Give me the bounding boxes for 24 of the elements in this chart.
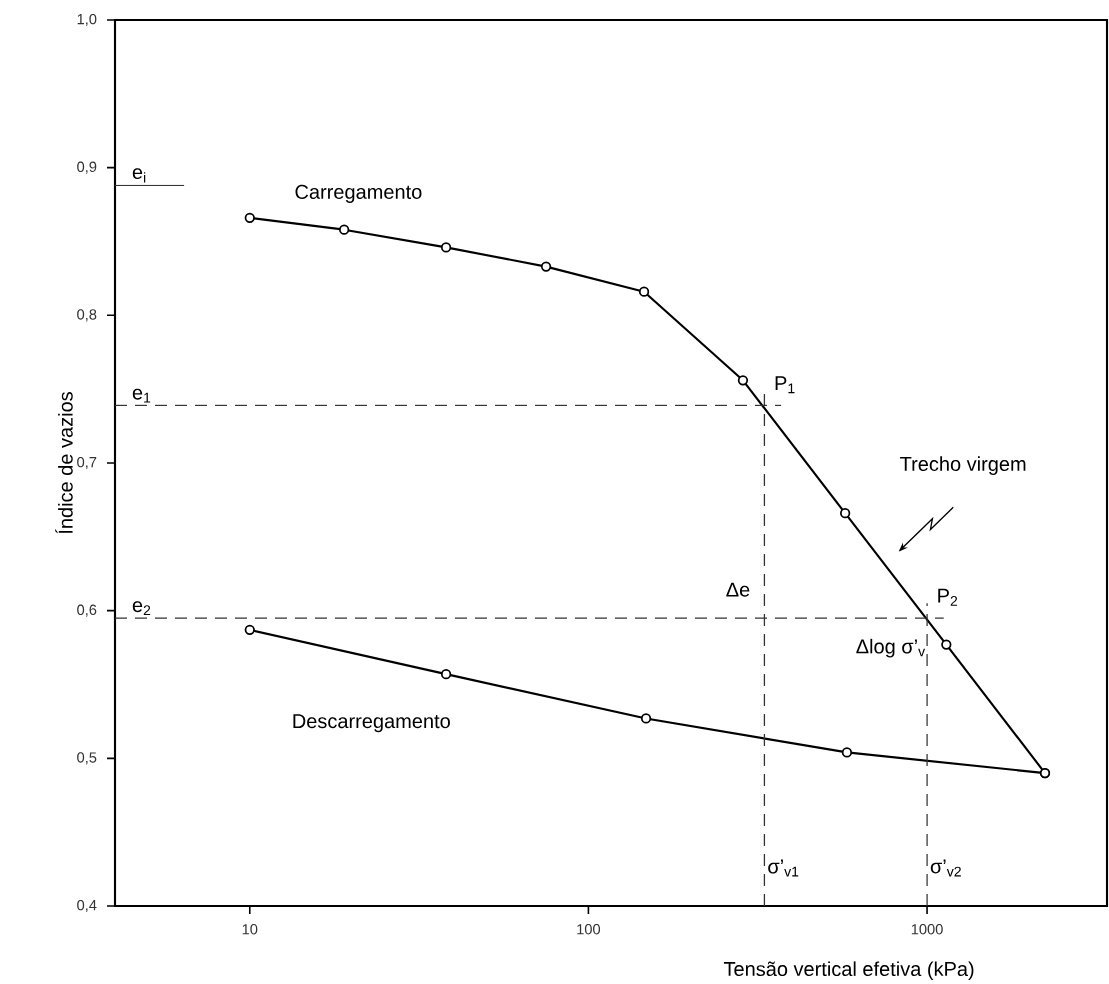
y-tick-label: 0,9 xyxy=(77,161,97,174)
y-tick-label: 0,6 xyxy=(77,604,97,617)
annotation: P$_{1}$ xyxy=(775,376,795,393)
annotation: Δlog σ’$_{v}$ xyxy=(856,638,926,658)
annotation: Δe xyxy=(726,582,750,597)
y-tick-label: 0,4 xyxy=(77,899,97,912)
ref-line-label: σ’$_{v1}$ xyxy=(768,859,799,877)
ref-line-label: σ’$_{v2}$ xyxy=(930,859,961,877)
ref-line-label: e$_{1}$ xyxy=(132,388,151,403)
y-axis-title: Índice de vazios xyxy=(55,391,73,534)
x-tick-label: 10 xyxy=(242,923,258,935)
y-tick-label: 0,8 xyxy=(77,309,97,322)
series-label: Descarregamento xyxy=(293,714,450,732)
x-tick-label: 100 xyxy=(577,923,601,935)
y-tick-label: 0,5 xyxy=(77,752,97,765)
annotation: Trecho virgem xyxy=(900,456,1026,475)
series-label: Carregamento xyxy=(295,184,422,203)
ref-line-label: e$_{i}$ xyxy=(132,167,146,183)
ref-line-label: e$_{2}$ xyxy=(132,600,151,615)
x-tick-label: 1000 xyxy=(911,923,943,935)
x-axis-title: Tensão vertical efetiva (kPa) xyxy=(723,961,974,980)
annotation: P$_{2}$ xyxy=(938,588,958,606)
y-tick-label: 1,0 xyxy=(77,13,97,26)
y-tick-label: 0,7 xyxy=(77,456,97,469)
